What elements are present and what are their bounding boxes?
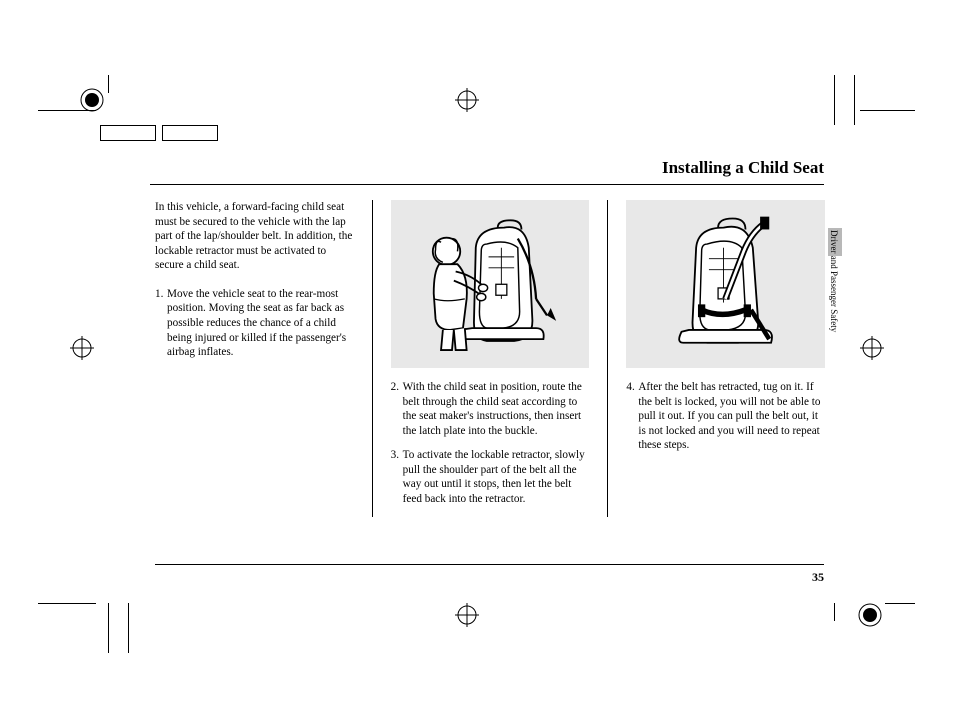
footer-rule xyxy=(155,564,824,565)
step-number: 2. xyxy=(391,380,403,438)
step-text: To activate the lockable retractor, slow… xyxy=(403,448,590,506)
cropmark xyxy=(860,110,915,111)
illustration-route-belt xyxy=(391,200,590,368)
step-4: 4. After the belt has retracted, tug on … xyxy=(626,380,825,453)
page-title: Installing a Child Seat xyxy=(662,158,824,178)
header-box-1 xyxy=(100,125,156,141)
content-area: In this vehicle, a forward-facing child … xyxy=(155,200,825,517)
step-number: 3. xyxy=(391,448,403,506)
cropmark xyxy=(834,75,835,125)
step-2: 2. With the child seat in position, rout… xyxy=(391,380,590,438)
illustration-belt-retracted xyxy=(626,200,825,368)
intro-paragraph: In this vehicle, a forward-facing child … xyxy=(155,200,354,273)
cropmark xyxy=(128,603,129,653)
page-number: 35 xyxy=(812,570,824,585)
regmark-bottom-right xyxy=(858,603,882,627)
section-tab-label: Driver and Passenger Safety xyxy=(829,230,839,400)
step-3: 3. To activate the lockable retractor, s… xyxy=(391,448,590,506)
column-divider xyxy=(372,200,373,517)
manual-page: Installing a Child Seat Driver and Passe… xyxy=(0,0,954,710)
cropmark xyxy=(38,603,96,604)
step-text: Move the vehicle seat to the rear-most p… xyxy=(167,287,354,360)
column-divider xyxy=(607,200,608,517)
cropmark xyxy=(108,603,109,653)
header-box-2 xyxy=(162,125,218,141)
step-number: 1. xyxy=(155,287,167,360)
step-1: 1. Move the vehicle seat to the rear-mos… xyxy=(155,287,354,360)
step-text: With the child seat in position, route t… xyxy=(403,380,590,438)
regmark-mid-left xyxy=(70,336,94,365)
cropmark xyxy=(854,75,855,125)
regmark-top-left xyxy=(80,88,104,112)
regmark-mid-right xyxy=(860,336,884,365)
cropmark xyxy=(885,603,915,604)
column-3: 4. After the belt has retracted, tug on … xyxy=(626,200,825,517)
cropmark xyxy=(38,110,96,111)
title-rule xyxy=(150,184,824,185)
step-number: 4. xyxy=(626,380,638,453)
header-metadata-boxes xyxy=(100,125,218,141)
cropmark xyxy=(834,603,835,621)
step-text: After the belt has retracted, tug on it.… xyxy=(638,380,825,453)
column-2: 2. With the child seat in position, rout… xyxy=(391,200,590,517)
cropmark xyxy=(108,75,109,93)
regmark-top-center xyxy=(455,88,479,117)
regmark-bottom-center xyxy=(455,603,479,632)
column-1: In this vehicle, a forward-facing child … xyxy=(155,200,354,517)
